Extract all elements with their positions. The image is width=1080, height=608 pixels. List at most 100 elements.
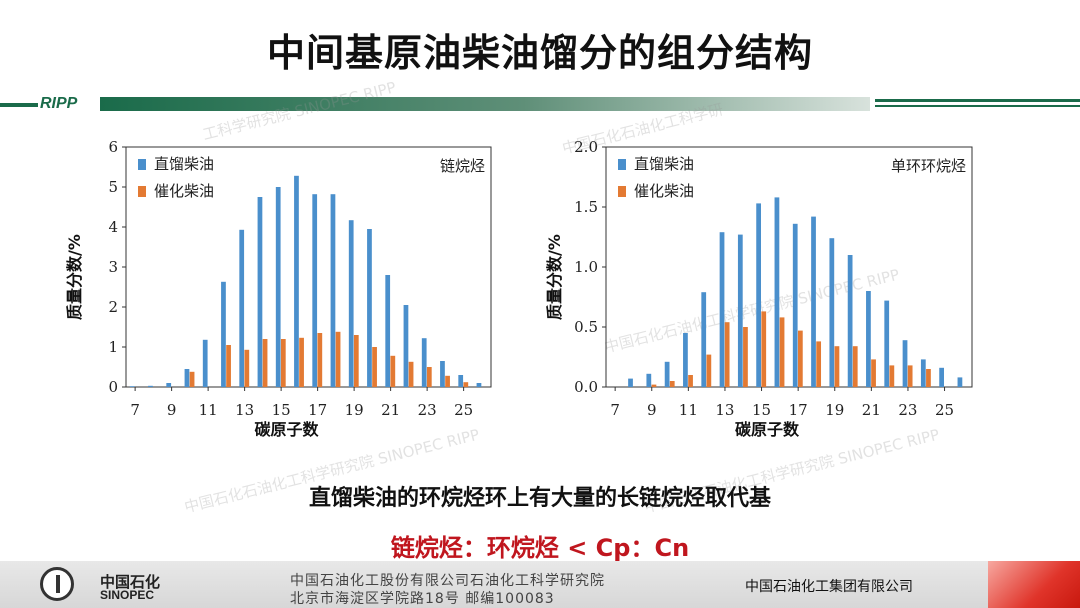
chart1-ytick-label: 0 (108, 378, 118, 396)
chart1-bar-series1 (312, 194, 318, 387)
chart2-bar-series1 (829, 238, 835, 387)
chart1-annotation: 链烷烃 (440, 157, 485, 175)
chart1-ytick-label: 2 (108, 298, 118, 316)
chart2-legend-label: 直馏柴油 (634, 155, 694, 173)
chart1-bar-series2 (353, 335, 359, 387)
chart2-x-axis-label: 碳原子数 (735, 420, 800, 439)
chart2-xtick-label: 21 (862, 401, 881, 419)
chart2-bar-series2 (834, 346, 840, 387)
chart2-bar-series2 (669, 381, 675, 387)
chart2-bar-series2 (797, 330, 803, 387)
chart2-bar-series2 (706, 354, 712, 387)
chart1-bar-series1 (367, 229, 372, 387)
chart2-bar-series1 (774, 197, 780, 387)
chart2-xtick-label: 23 (898, 401, 917, 419)
chart2-bar-series2 (926, 369, 931, 387)
chart2-bar-series1 (719, 232, 725, 387)
chart1-bar-series2 (226, 345, 231, 387)
chart1-y-axis-label: 质量分数/% (65, 234, 84, 320)
chart1-bar-series2 (189, 371, 195, 387)
caption-line-1: 直馏柴油的环烷烃环上有大量的长链烷烃取代基 (308, 486, 771, 511)
chart1-bar-series1 (257, 197, 263, 387)
chart2-legend-label: 催化柴油 (634, 182, 694, 200)
chart2-ytick-label: 0.5 (574, 318, 598, 336)
chart1-bar-series2 (426, 367, 432, 387)
chart1-bar-series1 (385, 275, 391, 387)
chart1-legend-label: 直馏柴油 (154, 155, 214, 173)
chart1-ytick-label: 6 (108, 138, 118, 156)
chart1-bar-series1 (184, 369, 190, 387)
footer-band (0, 561, 1080, 608)
chart2-bar-series2 (688, 375, 693, 387)
chart2-bar-series1 (920, 359, 926, 387)
chart1-bar-series1 (294, 175, 299, 387)
chart1-ytick-label: 1 (108, 338, 118, 356)
chart1-xtick-label: 15 (272, 401, 291, 419)
chart1-bar-series2 (390, 355, 396, 387)
ripp-logo: RIPP (40, 95, 78, 112)
chart1-ytick-label: 4 (108, 218, 118, 236)
chart2-bar-series1 (683, 333, 688, 387)
chart2-ytick-label: 0.0 (574, 378, 598, 396)
chart1-xtick-label: 9 (167, 401, 177, 419)
header-gradient-bar (100, 97, 870, 111)
chart2-bar-series1 (628, 378, 633, 387)
chart2-bar-series2 (651, 384, 657, 387)
chart1-xtick-label: 17 (308, 401, 327, 419)
chart1-bar-series1 (330, 194, 336, 387)
chart1-legend-label: 催化柴油 (154, 182, 214, 200)
chart1-xtick-label: 25 (454, 401, 473, 419)
chart1-ytick-label: 5 (108, 178, 118, 196)
chart2-bar-series2 (724, 322, 730, 387)
chart2-xtick-label: 7 (610, 401, 620, 419)
chart2-bar-series1 (664, 361, 670, 387)
chart1-bar-series1 (348, 220, 354, 387)
chart2-y-axis-label: 质量分数/% (545, 234, 564, 320)
chart1-bar-series2 (408, 361, 414, 387)
chart1-bar-series2 (280, 339, 286, 387)
chart2-bar-series2 (743, 327, 748, 387)
chart1-xtick-label: 21 (381, 401, 400, 419)
sinopec-logo-icon (40, 567, 74, 601)
chart2-bar-series2 (871, 359, 876, 387)
chart1-bar-series2 (244, 349, 250, 387)
chart1-bar-series1 (166, 383, 172, 387)
chart1-bar-series2 (372, 347, 377, 387)
chart1-xtick-label: 7 (130, 401, 140, 419)
chart1-bar-series2 (463, 382, 469, 387)
header-line-right (875, 99, 1080, 102)
chart2-xtick-label: 17 (789, 401, 808, 419)
chart2-annotation: 单环环烷烃 (891, 157, 966, 175)
page-title: 中间基原油柴油馏分的组分结构 (266, 31, 813, 75)
chart2-ytick-label: 2.0 (574, 138, 598, 156)
chart2-bar-series2 (907, 365, 913, 387)
chart2-bar-series1 (811, 216, 816, 387)
footer-address-line-2: 北京市海淀区学院路18号 邮编100083 (290, 591, 555, 607)
chart1-bar-series1 (403, 305, 409, 387)
chart2-ytick-label: 1.5 (574, 198, 598, 216)
footer-logo-en: SINOPEC (100, 588, 155, 602)
footer-address-line-1: 中国石油化工股份有限公司石油化工科学研究院 (290, 573, 605, 589)
chart2-bar-series2 (816, 341, 822, 387)
chart1-x-axis-label: 碳原子数 (254, 420, 319, 439)
footer-company: 中国石油化工集团有限公司 (745, 579, 913, 595)
chart2-bar-series1 (792, 223, 798, 387)
chart1-xtick-label: 11 (199, 401, 218, 419)
chart2-xtick-label: 19 (825, 401, 844, 419)
chart1-bar-series2 (317, 333, 323, 387)
footer-logo-cn: 中国石化 (100, 573, 161, 591)
caption-line-2: 链烷烃：环烷烃 < Cp：Cn (390, 534, 690, 562)
chart2-bar-series1 (756, 203, 762, 387)
chart2-legend-swatch (618, 159, 626, 170)
chart2-bar-series1 (646, 373, 652, 387)
chart2-bar-series1 (902, 340, 908, 387)
chart1-xtick-label: 23 (418, 401, 437, 419)
chart2-bar-series1 (701, 292, 707, 387)
chart1-ytick-label: 3 (108, 258, 118, 276)
chart1-bar-series1 (148, 385, 153, 387)
chart1-bar-series1 (129, 386, 135, 387)
chart2-bar-series2 (761, 311, 767, 387)
chart2-ytick-label: 1.0 (574, 258, 598, 276)
chart1-legend-swatch (138, 159, 146, 170)
